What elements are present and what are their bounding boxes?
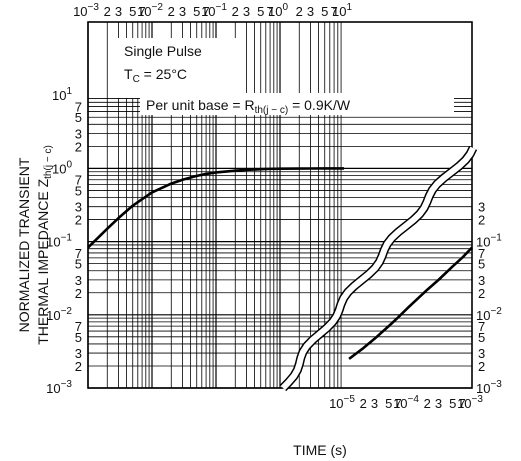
right-axis-decade-label: 10−1 <box>476 233 502 250</box>
top-axis-decade-label: 101 <box>332 2 352 19</box>
bottom-axis-minor-label: 7 <box>458 396 465 411</box>
left-axis-decade-label: 10−1 <box>46 233 72 250</box>
bottom-axis-decade-label: 10−3 <box>457 394 483 411</box>
right-axis-decade-label: 10−2 <box>476 306 502 323</box>
right-axis-minor-label: 2 <box>478 359 485 374</box>
left-axis-minor-label: 2 <box>75 213 82 228</box>
single-pulse-label: Single Pulse <box>124 43 202 59</box>
right-axis-decade-label: 10−3 <box>476 379 502 396</box>
left-axis-minor-label: 7 <box>75 246 82 261</box>
left-axis-decade-label: 101 <box>52 86 72 103</box>
top-axis-minor-label: 5 <box>321 4 328 19</box>
left-axis-minor-label: 7 <box>75 173 82 188</box>
top-axis-minor-label: 3 <box>307 4 314 19</box>
bottom-axis-decade-label: 10−5 <box>329 394 355 411</box>
left-axis-minor-label: 5 <box>75 330 82 345</box>
top-axis-minor-label: 5 <box>193 4 200 19</box>
right-axis-minor-label: 2 <box>478 286 485 301</box>
left-axis-decade-label: 10−2 <box>46 306 72 323</box>
left-axis-minor-label: 5 <box>75 257 82 272</box>
right-axis-minor-label: 7 <box>478 319 485 334</box>
top-axis-minor-label: 7 <box>202 4 209 19</box>
case-temperature-label: TC = 25°C <box>124 66 187 85</box>
data-curves <box>87 167 473 360</box>
axis-break-fill <box>280 146 476 391</box>
top-axis-minor-label: 2 <box>232 4 239 19</box>
top-axis-minor-label: 5 <box>257 4 264 19</box>
top-axis-minor-label: 3 <box>115 4 122 19</box>
axis-break-band <box>279 146 478 392</box>
top-axis-decade-label: 10−1 <box>201 2 227 19</box>
left-axis-minor-label: 2 <box>75 139 82 154</box>
bottom-axis-decade-label: 10−4 <box>393 394 419 411</box>
right-axis-minor-label: 2 <box>478 213 485 228</box>
left-axis-minor-label: 3 <box>75 346 82 361</box>
left-axis-minor-label: 3 <box>75 273 82 288</box>
bottom-axis-minor-label: 5 <box>385 396 392 411</box>
bottom-axis-minor-label: 5 <box>449 396 456 411</box>
bottom-axis-minor-label: 7 <box>394 396 401 411</box>
right-axis-minor-label: 3 <box>478 346 485 361</box>
left-axis-decade-label: 10−3 <box>46 379 72 396</box>
bottom-axis-minor-label: 2 <box>424 396 431 411</box>
left-axis-minor-label: 2 <box>75 286 82 301</box>
right-axis-minor-label: 5 <box>478 330 485 345</box>
right-axis-minor-label: 5 <box>478 257 485 272</box>
left-axis-minor-label: 5 <box>75 183 82 198</box>
series-2-line <box>348 246 473 360</box>
top-axis-minor-label: 5 <box>129 4 136 19</box>
y-axis-title: NORMALIZED TRANSIENT THERMAL IMPEDANCE Z… <box>16 145 54 345</box>
top-axis-minor-label: 7 <box>330 4 337 19</box>
bottom-axis-minor-label: 3 <box>435 396 442 411</box>
left-axis-minor-label: 7 <box>75 100 82 115</box>
y-axis-title-line2: THERMAL IMPEDANCE Zth(j − c) <box>35 145 54 345</box>
per-unit-base-label: Per unit base = Rth(j − c) = 0.9K/W <box>146 97 351 116</box>
left-axis-minor-label: 7 <box>75 319 82 334</box>
series-1-line <box>87 167 345 249</box>
plot-border <box>87 21 473 389</box>
plot-frame <box>87 21 473 389</box>
top-axis-minor-label: 7 <box>266 4 273 19</box>
y-axis-title-line1: NORMALIZED TRANSIENT <box>16 157 32 332</box>
bottom-axis-minor-label: 2 <box>360 396 367 411</box>
per-unit-base-background <box>140 93 454 115</box>
left-axis-minor-label: 3 <box>75 126 82 141</box>
top-axis-minor-label: 2 <box>168 4 175 19</box>
left-axis-minor-label: 3 <box>75 200 82 215</box>
left-axis-minor-label: 5 <box>75 110 82 125</box>
left-axis-minor-label: 2 <box>75 359 82 374</box>
x-axis-title: TIME (s) <box>293 442 347 458</box>
right-axis-minor-label: 3 <box>478 200 485 215</box>
left-axis-decade-label: 100 <box>52 159 72 176</box>
top-axis-minor-label: 3 <box>243 4 250 19</box>
bottom-axis-minor-label: 3 <box>371 396 378 411</box>
right-axis-minor-label: 3 <box>478 273 485 288</box>
top-axis-minor-label: 7 <box>138 4 145 19</box>
top-axis-decade-label: 10−3 <box>73 2 99 19</box>
top-axis-minor-label: 2 <box>104 4 111 19</box>
top-axis-decade-label: 100 <box>268 2 288 19</box>
annotation-background <box>118 38 246 98</box>
top-axis-minor-label: 3 <box>179 4 186 19</box>
top-axis-decade-label: 10−2 <box>137 2 163 19</box>
top-axis-minor-label: 2 <box>296 4 303 19</box>
right-axis-minor-label: 7 <box>478 246 485 261</box>
